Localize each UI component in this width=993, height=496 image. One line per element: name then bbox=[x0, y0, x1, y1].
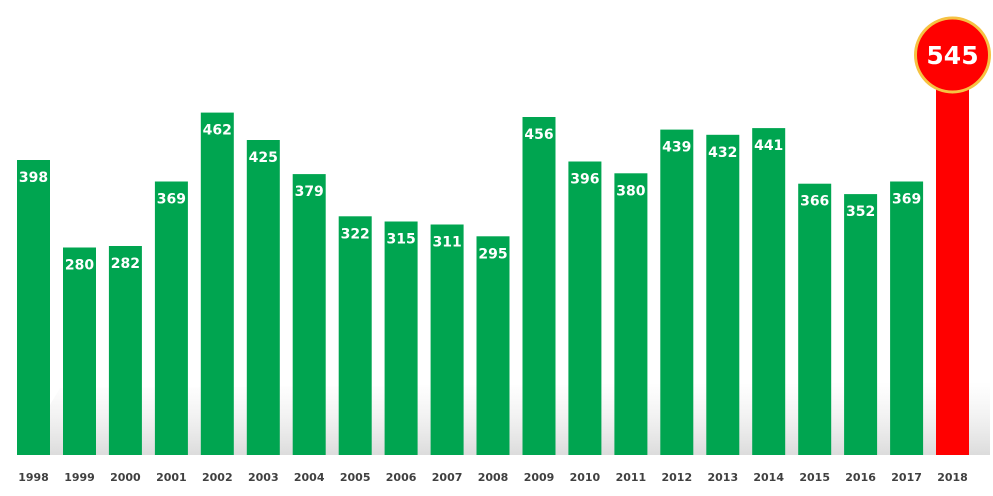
x-tick-label-2008: 2008 bbox=[478, 471, 509, 484]
data-label-2016: 352 bbox=[846, 204, 875, 220]
x-tick-label-1998: 1998 bbox=[18, 471, 49, 484]
x-tick-label-2003: 2003 bbox=[248, 471, 279, 484]
data-label-2011: 380 bbox=[616, 183, 645, 199]
x-tick-label-2018: 2018 bbox=[937, 471, 968, 484]
bar-2008 bbox=[476, 236, 510, 455]
data-label-2012: 439 bbox=[662, 140, 691, 156]
data-label-2009: 456 bbox=[524, 127, 553, 143]
data-label-2008: 295 bbox=[478, 246, 507, 262]
bar-2001 bbox=[154, 181, 188, 455]
bar-1998 bbox=[17, 160, 50, 455]
bar-2003 bbox=[246, 140, 280, 455]
bar-2017 bbox=[890, 181, 924, 455]
x-tick-label-1999: 1999 bbox=[64, 471, 95, 484]
bar-2014 bbox=[752, 128, 786, 455]
data-label-1999: 280 bbox=[65, 258, 94, 274]
bar-2015 bbox=[798, 183, 832, 455]
x-tick-label-2009: 2009 bbox=[524, 471, 555, 484]
bar-1999 bbox=[63, 247, 96, 455]
bar-2012 bbox=[660, 129, 694, 455]
x-tick-label-2012: 2012 bbox=[661, 471, 692, 484]
x-tick-label-2016: 2016 bbox=[845, 471, 876, 484]
x-tick-label-2013: 2013 bbox=[707, 471, 738, 484]
x-tick-labels-group: 1998 1999 2000 2001 2002 2003 2004 2005 2006 2007… bbox=[18, 471, 968, 484]
data-label-2018: 545 bbox=[926, 41, 978, 70]
x-tick-label-2014: 2014 bbox=[753, 471, 784, 484]
x-tick-label-2001: 2001 bbox=[156, 471, 187, 484]
x-tick-label-2017: 2017 bbox=[891, 471, 922, 484]
x-tick-label-2007: 2007 bbox=[432, 471, 463, 484]
data-label-2006: 315 bbox=[386, 232, 415, 248]
data-label-2003: 425 bbox=[249, 150, 278, 166]
data-label-1998: 398 bbox=[19, 170, 48, 186]
bar-2004 bbox=[292, 174, 326, 455]
data-label-2010: 396 bbox=[570, 172, 599, 188]
bar-2002 bbox=[200, 112, 234, 455]
bar-2005 bbox=[338, 216, 372, 455]
data-label-2013: 432 bbox=[708, 145, 737, 161]
bar-2006 bbox=[384, 221, 418, 455]
data-label-2001: 369 bbox=[157, 192, 186, 208]
x-tick-label-2004: 2004 bbox=[294, 471, 325, 484]
bars-group bbox=[17, 51, 969, 456]
x-tick-label-2010: 2010 bbox=[570, 471, 601, 484]
bar-2013 bbox=[706, 134, 740, 456]
data-label-2007: 311 bbox=[432, 235, 461, 251]
data-label-2000: 282 bbox=[111, 256, 140, 272]
bar-labels-group: 398 280 282 369 462 425 379 322 315 311 295 456 396 3… bbox=[19, 123, 921, 274]
bar-2007 bbox=[430, 224, 464, 455]
bar-2000 bbox=[108, 246, 142, 455]
x-tick-label-2011: 2011 bbox=[616, 471, 647, 484]
bar-2009 bbox=[522, 117, 556, 455]
bar-2016 bbox=[844, 194, 878, 455]
bar-2018 bbox=[936, 51, 969, 455]
x-tick-label-2006: 2006 bbox=[386, 471, 417, 484]
data-label-2015: 366 bbox=[800, 194, 829, 210]
highlight-badge-circle bbox=[914, 16, 991, 94]
x-tick-label-2002: 2002 bbox=[202, 471, 233, 484]
bar-2010 bbox=[568, 161, 602, 455]
x-tick-label-2000: 2000 bbox=[110, 471, 141, 484]
data-label-2002: 462 bbox=[203, 123, 232, 139]
bar-2011 bbox=[614, 173, 648, 456]
x-tick-label-2005: 2005 bbox=[340, 471, 371, 484]
data-label-2017: 369 bbox=[892, 192, 921, 208]
data-label-2004: 379 bbox=[295, 184, 324, 200]
data-label-2014: 441 bbox=[754, 138, 783, 154]
data-label-2005: 322 bbox=[341, 226, 370, 242]
highlight-badge: 545 bbox=[914, 16, 991, 94]
x-tick-label-2015: 2015 bbox=[799, 471, 830, 484]
